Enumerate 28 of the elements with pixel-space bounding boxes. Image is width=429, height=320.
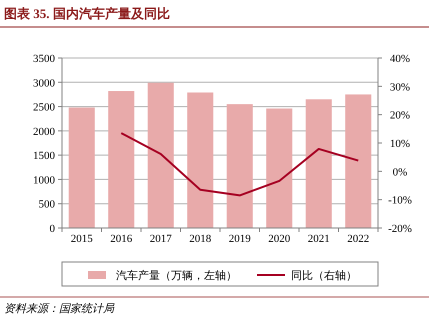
y2-tick-label: 0% bbox=[392, 166, 408, 178]
y2-tick-label: 40% bbox=[390, 53, 410, 65]
x-tick-label: 2020 bbox=[268, 233, 291, 245]
y2-tick-label: -20% bbox=[388, 223, 412, 235]
line-series bbox=[120, 132, 360, 196]
y-tick-label: 0 bbox=[50, 223, 56, 235]
legend-label: 汽车产量（万辆，左轴） bbox=[116, 269, 237, 282]
y-tick-label: 1000 bbox=[33, 174, 56, 186]
y2-tick-label: -10% bbox=[388, 194, 412, 207]
y-tick-label: 2000 bbox=[33, 126, 56, 138]
legend-label: 同比（右轴） bbox=[291, 269, 357, 282]
y2-tick-label: 30% bbox=[390, 81, 410, 94]
y-tick-label: 500 bbox=[38, 198, 56, 211]
y-tick-label: 1500 bbox=[33, 150, 56, 162]
x-tick-label: 2022 bbox=[347, 233, 370, 245]
x-tick-label: 2017 bbox=[150, 233, 172, 245]
y-tick-label: 2500 bbox=[33, 102, 56, 114]
x-tick-label: 2018 bbox=[189, 233, 212, 245]
x-tick-label: 2015 bbox=[70, 233, 94, 245]
x-tick-label: 2019 bbox=[228, 233, 252, 245]
x-tick-label: 2016 bbox=[110, 233, 133, 245]
y-tick-label: 3500 bbox=[33, 53, 56, 65]
y2-tick-label: 20% bbox=[390, 110, 410, 122]
text: 资料来源：国家统计局 bbox=[4, 302, 115, 315]
y-tick-label: 3000 bbox=[33, 77, 56, 90]
chart-title: 图表 35. 国内汽车产量及同比 bbox=[4, 6, 170, 21]
x-tick-label: 2021 bbox=[308, 233, 330, 245]
y2-tick-label: 10% bbox=[390, 138, 410, 150]
